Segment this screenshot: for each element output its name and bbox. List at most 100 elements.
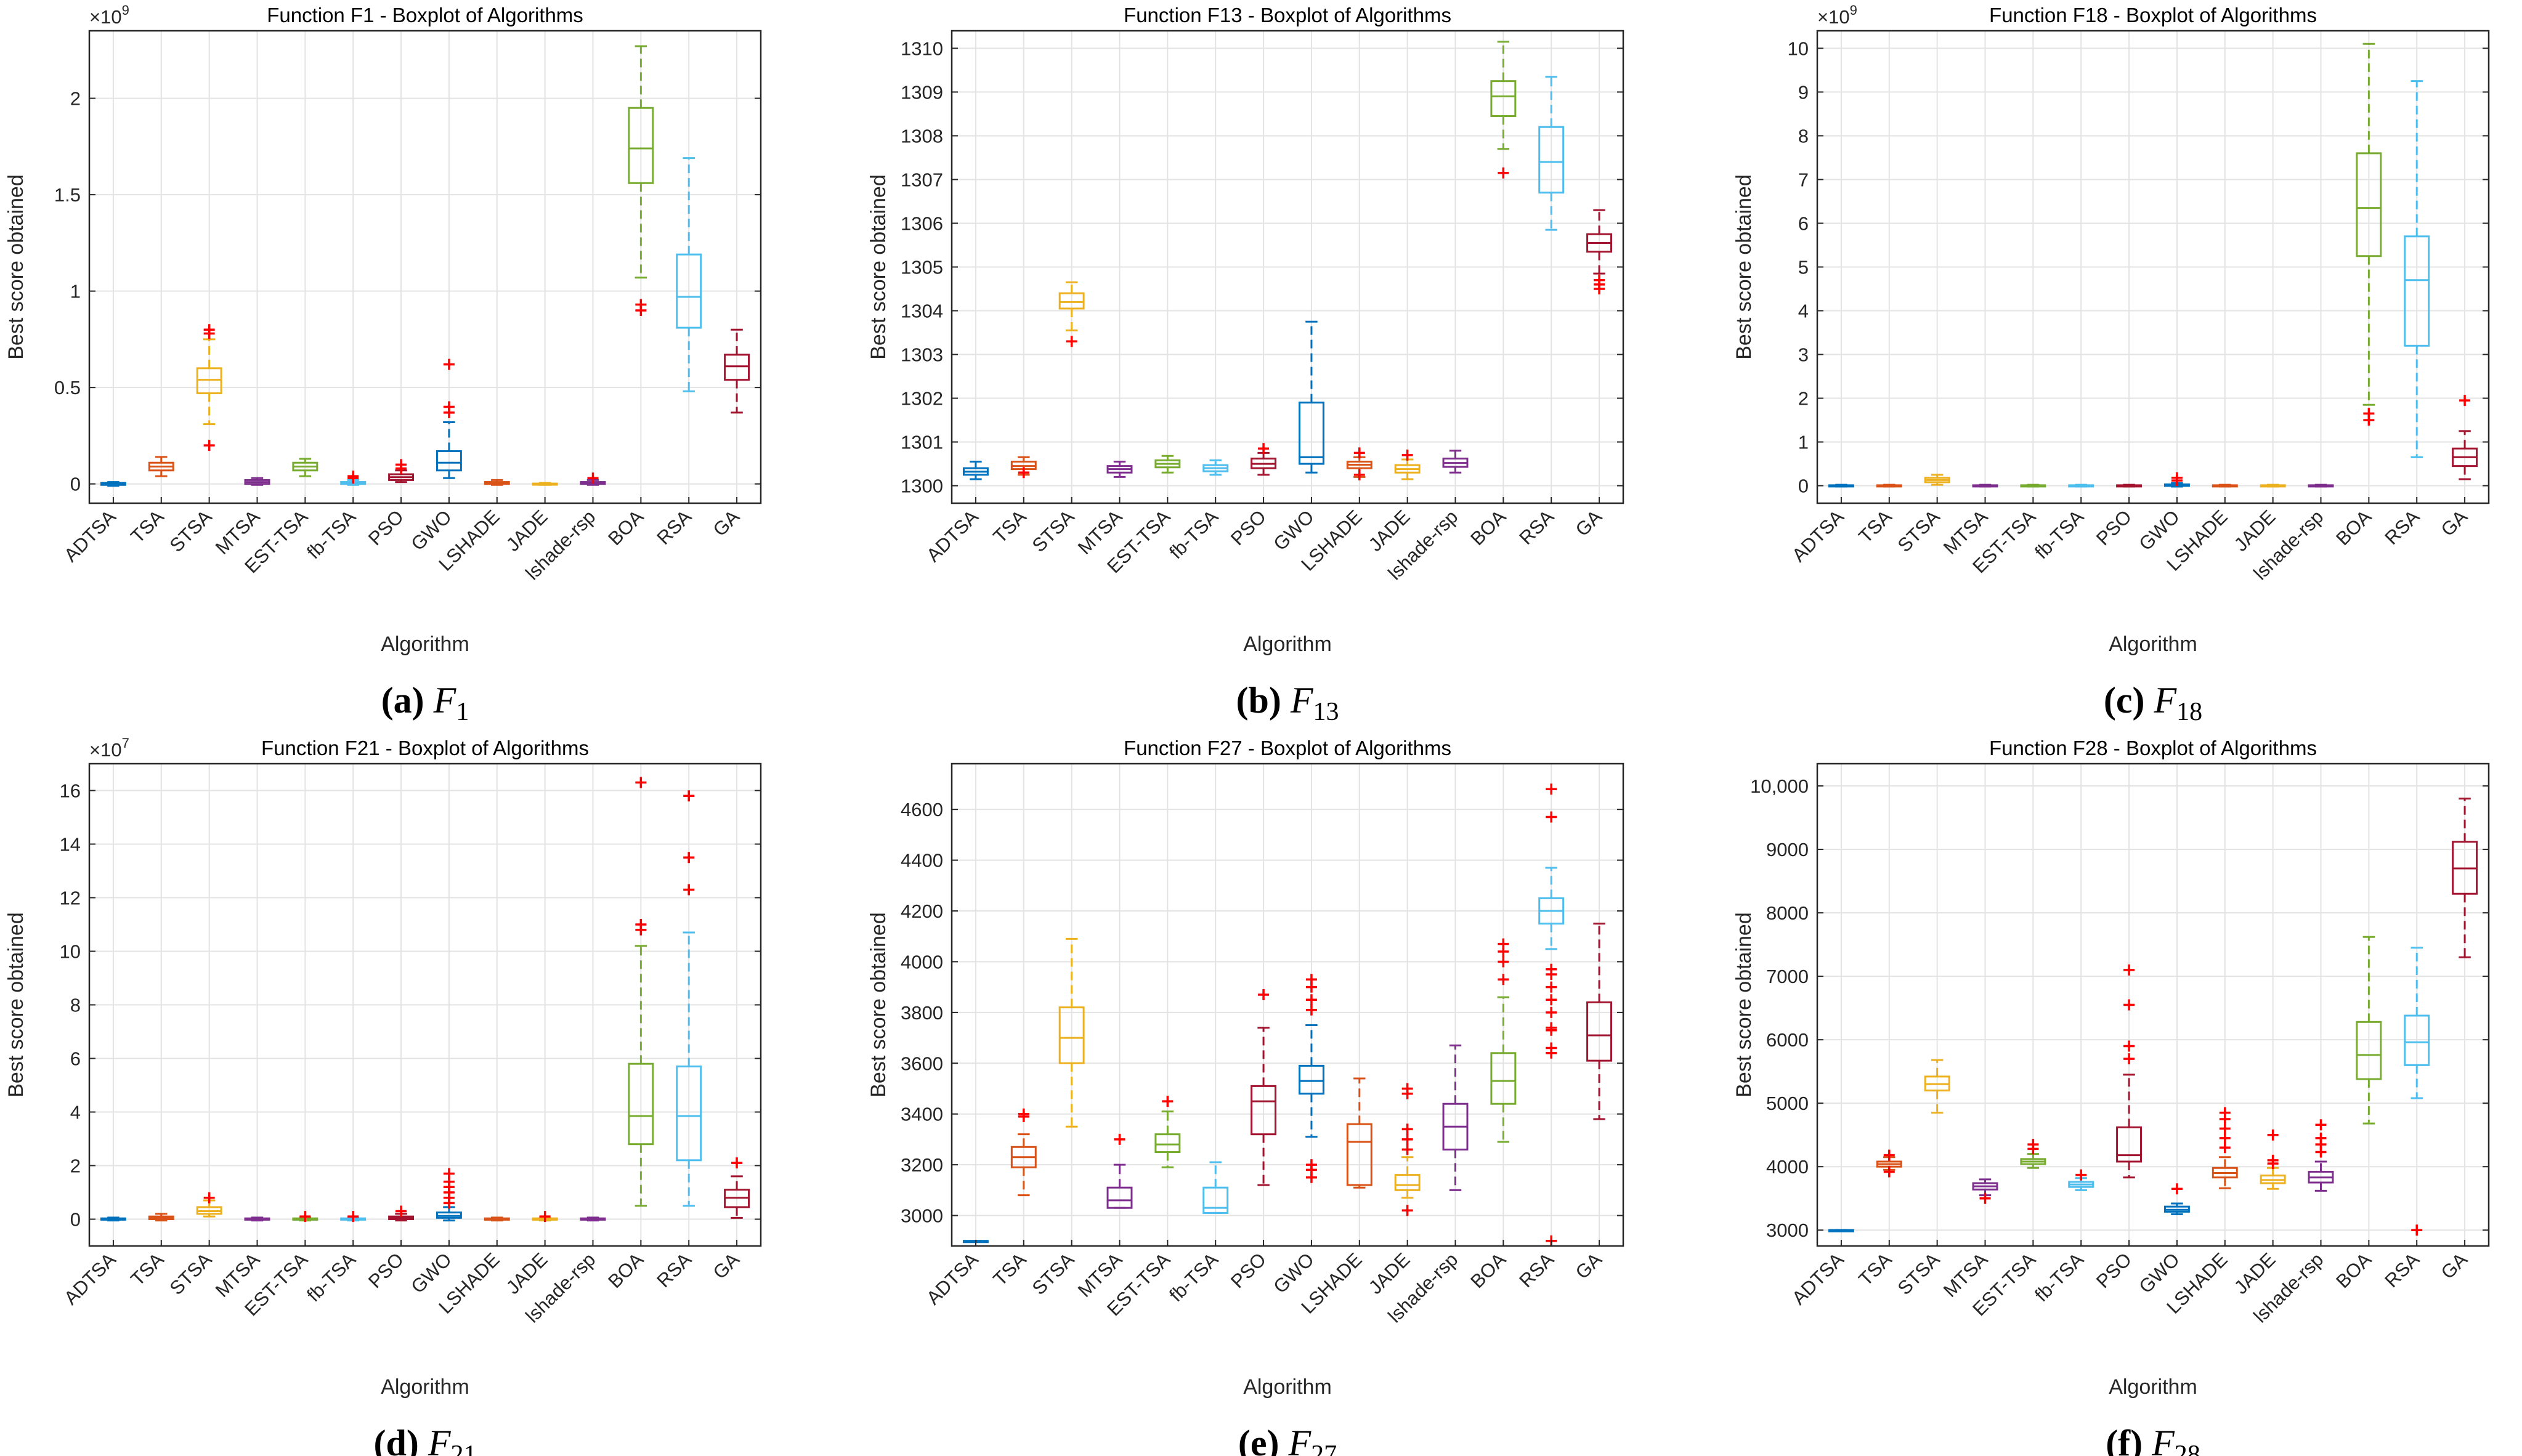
box-lshade-rsp (580, 472, 606, 486)
x-tick-label-PSO: PSO (364, 506, 408, 549)
box-EST-TSA (2020, 483, 2046, 488)
subfigure-caption: (b) F13 (1236, 680, 1339, 726)
x-tick-label-RSA: RSA (652, 506, 695, 549)
outlier-marker (1498, 167, 1509, 179)
x-tick-label-fb-TSA: fb-TSA (302, 506, 360, 563)
outlier-marker (1498, 938, 1509, 950)
box-STSA (1058, 281, 1085, 347)
outlier-marker (635, 299, 647, 310)
caption-function: F (433, 680, 457, 721)
y-tick-label: 1.5 (54, 184, 81, 206)
caption-subscript: 13 (1313, 698, 1339, 726)
box-MTSA (1106, 461, 1133, 478)
outlier-marker (1258, 989, 1270, 1001)
x-tick-label-RSA: RSA (2380, 1248, 2423, 1292)
outlier-marker (1114, 1133, 1125, 1145)
x-tick-label-BOA: BOA (1466, 1248, 1510, 1292)
outlier-marker (1305, 1004, 1317, 1016)
plot-area (89, 31, 761, 503)
chart-panel-5: 3000 3200 3400 3600 3800 4000 4200 4400 4600 ADTS… (867, 737, 1624, 1456)
y-tick-label: 4000 (1766, 1156, 1809, 1178)
caption-function: F (2153, 680, 2177, 721)
box-JADE (1394, 449, 1421, 480)
box-PSO (388, 1205, 415, 1222)
x-tick-label-BOA: BOA (604, 1248, 647, 1292)
y-tick-label: 0 (70, 1209, 81, 1231)
box-RSA (2404, 80, 2430, 458)
y-tick-label: 14 (60, 834, 81, 855)
y-tick-label: 5000 (1766, 1093, 1809, 1114)
box-STSA (1924, 474, 1950, 486)
x-tick-label-STSA: STSA (166, 1248, 216, 1299)
chart-panel-2: 1300 1301 1302 1303 1304 1305 1306 1307 1308 1309… (867, 4, 1624, 726)
x-tick-label-BOA: BOA (2332, 506, 2375, 549)
y-tick-label: 2 (1798, 388, 1809, 410)
y-axis-label: Best score obtained (4, 174, 28, 360)
x-tick-label-BOA: BOA (2332, 1248, 2375, 1292)
y-tick-label: 3800 (901, 1002, 943, 1024)
box-iqr (196, 367, 222, 395)
x-tick-label-GA: GA (709, 506, 744, 541)
box-BOA (628, 45, 654, 316)
outlier-marker (1498, 974, 1509, 985)
y-tick-label: 10,000 (1750, 775, 1809, 797)
outlier-marker (683, 790, 695, 802)
box-iqr (676, 253, 702, 329)
y-tick-label: 10 (60, 941, 81, 963)
outlier-marker (1401, 1133, 1413, 1145)
box-MTSA (244, 477, 270, 486)
box-TSA (1876, 483, 1902, 488)
x-tick-label-fb-TSA: fb-TSA (302, 1248, 360, 1306)
box-iqr (1202, 1186, 1229, 1214)
box-LSHADE (1346, 1077, 1373, 1189)
box-PSO (388, 459, 415, 483)
x-tick-label-TSA: TSA (126, 1248, 168, 1290)
y-tick-label: 3200 (901, 1154, 943, 1176)
x-tick-label-GA: GA (1571, 1248, 1607, 1284)
x-tick-label-STSA: STSA (1028, 506, 1079, 556)
y-tick-label: 1309 (901, 81, 943, 103)
outlier-marker (1546, 1042, 1557, 1054)
y-tick-label: 4200 (901, 900, 943, 922)
y-tick-label: 6 (70, 1048, 81, 1070)
y-tick-label: 1307 (901, 169, 943, 190)
x-tick-label-PSO: PSO (1227, 506, 1270, 549)
outlier-marker (2123, 999, 2135, 1011)
x-tick-label-TSA: TSA (989, 1248, 1031, 1290)
y-tick-label: 0 (1798, 475, 1809, 497)
y-tick-label: 6000 (1766, 1029, 1809, 1051)
caption-label: (a) (381, 680, 434, 721)
box-GWO (1298, 320, 1324, 474)
box-iqr (628, 107, 654, 184)
subfigure-caption: (f) F28 (2106, 1423, 2200, 1456)
x-tick-label-fb-TSA: fb-TSA (1165, 506, 1222, 563)
box-BOA (2356, 936, 2382, 1125)
x-tick-label-fb-TSA: fb-TSA (1165, 1248, 1222, 1306)
x-tick-label-ADTSA: ADTSA (60, 506, 120, 566)
box-JADE (532, 1211, 558, 1223)
y-tick-label: 4400 (901, 850, 943, 872)
subfigure-caption: (a) F1 (381, 680, 469, 726)
box-JADE (1394, 1083, 1421, 1216)
outlier-marker (395, 459, 407, 471)
y-tick-label: 10 (1788, 38, 1809, 59)
box-JADE (2260, 1129, 2286, 1190)
y-tick-label: 3000 (1766, 1219, 1809, 1241)
box-BOA (1490, 938, 1517, 1143)
caption-label: (c) (2104, 680, 2154, 721)
outlier-marker (2171, 1183, 2183, 1195)
outlier-marker (1353, 469, 1365, 480)
outlier-marker (2075, 1169, 2087, 1181)
y-tick-label: 1 (70, 281, 81, 302)
y-tick-label: 3400 (901, 1104, 943, 1125)
caption-subscript: 28 (2175, 1441, 2200, 1456)
outlier-marker (1305, 994, 1317, 1006)
y-tick-label: 3600 (901, 1053, 943, 1074)
outlier-marker (2459, 395, 2471, 406)
x-tick-label-ADTSA: ADTSA (1788, 1248, 1848, 1309)
box-TSA (148, 456, 174, 477)
box-RSA (676, 790, 702, 1207)
box-STSA (196, 324, 222, 451)
x-tick-label-TSA: TSA (1854, 1248, 1896, 1290)
